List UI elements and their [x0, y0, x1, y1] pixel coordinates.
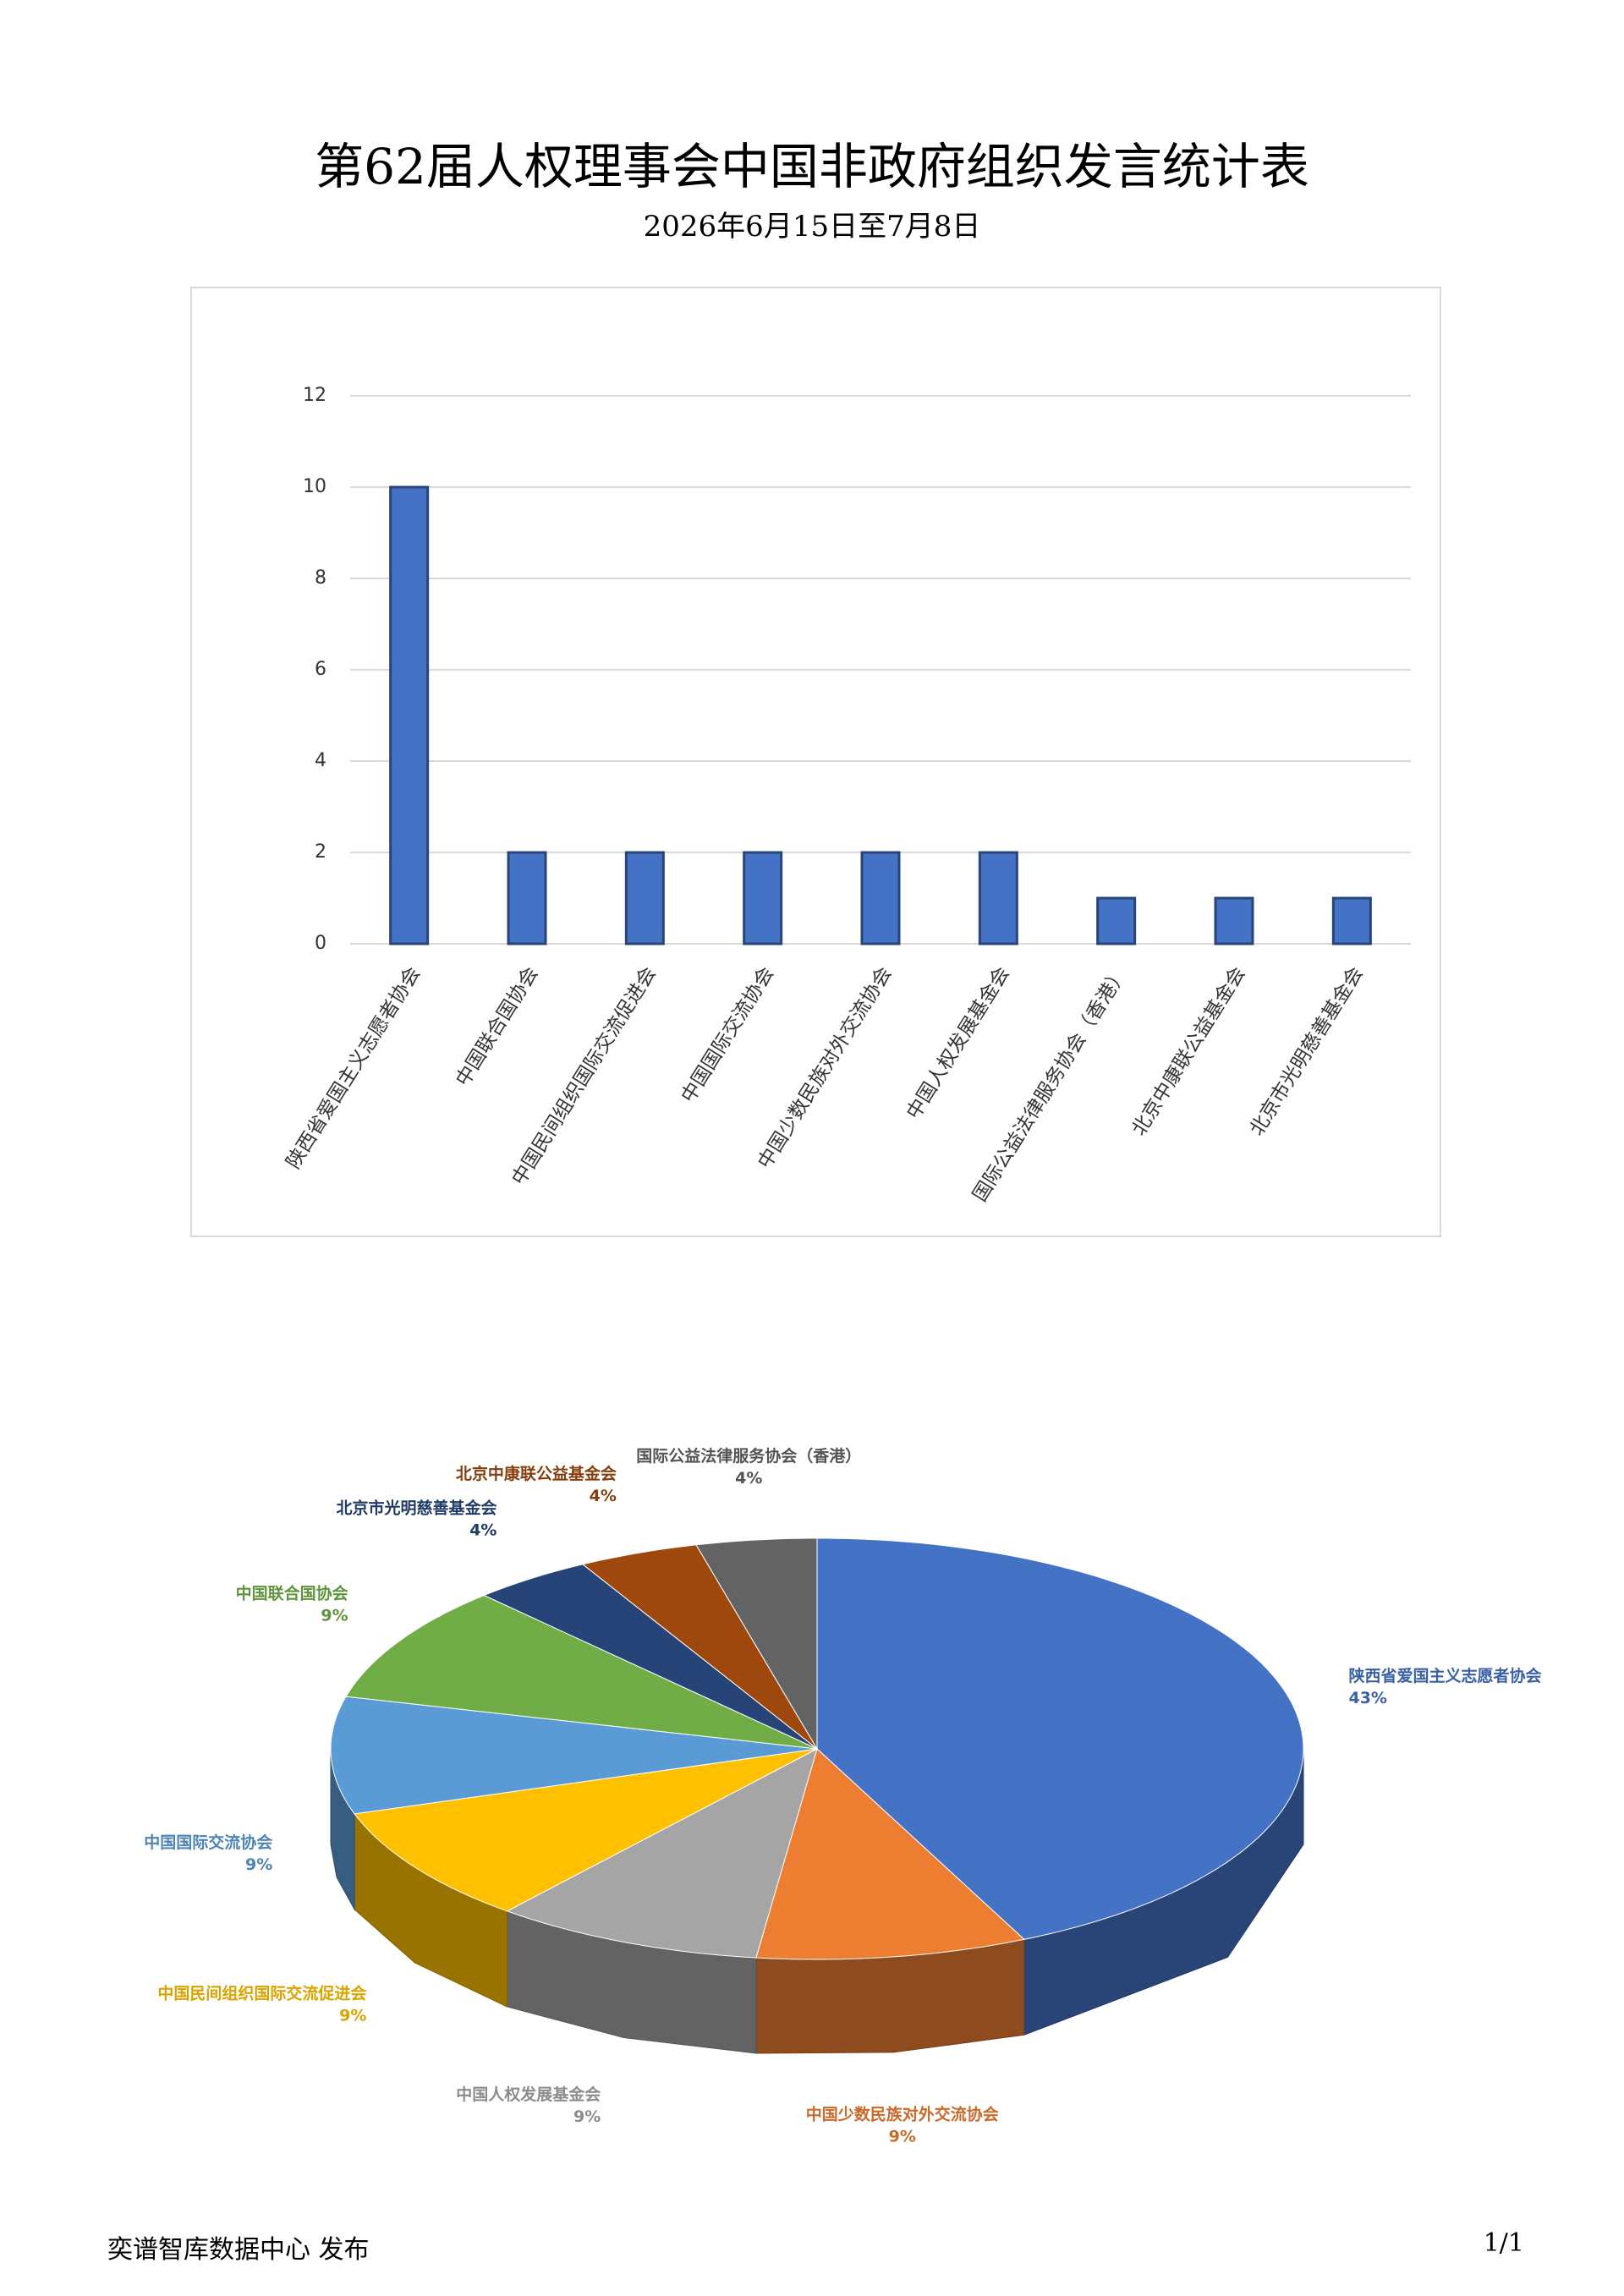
y-tick-label: 12: [303, 385, 326, 406]
pie-label: 中国联合国协会: [236, 1583, 348, 1603]
pie-value-label: 4%: [469, 1521, 497, 1540]
footer-publisher: 奕谱智库数据中心 发布: [107, 2235, 370, 2265]
y-tick-label: 10: [303, 476, 326, 497]
bar: [389, 485, 430, 945]
title: 第62届人权理事会中国非政府组织发言统计表: [315, 138, 1309, 195]
bar: [860, 851, 901, 945]
pie-slice: [755, 1748, 1025, 1960]
pie-slice: [581, 1544, 818, 1750]
pie-slice: [506, 1748, 818, 1959]
pie-value-label: 9%: [321, 1606, 348, 1625]
pie-value-label: 9%: [573, 2107, 601, 2126]
pie-value-label: 4%: [735, 1469, 762, 1488]
pie-slice: [330, 1696, 818, 1815]
bar: [743, 851, 783, 945]
pie-label: 北京中康联公益基金会: [456, 1464, 617, 1483]
pie-value-label: 9%: [339, 2006, 366, 2025]
pie-value-label: 9%: [889, 2128, 916, 2146]
bar: [1096, 896, 1137, 945]
y-tick-label: 2: [315, 841, 326, 863]
pie-slice: [354, 1748, 818, 1912]
pie-label: 中国少数民族对外交流协会: [806, 2105, 999, 2124]
pie-value-label: 4%: [590, 1487, 617, 1505]
y-tick-label: 6: [315, 659, 326, 680]
bar: [978, 851, 1018, 945]
bar: [1331, 896, 1372, 945]
pie-label: 中国国际交流协会: [144, 1833, 272, 1852]
pie-label: 国际公益法律服务协会（香港）: [636, 1446, 861, 1466]
y-tick-label: 4: [315, 750, 326, 771]
bar: [1214, 896, 1254, 945]
subtitle: 2026年6月15日至7月8日: [643, 210, 981, 244]
y-tick-label: 0: [315, 933, 326, 954]
bar: [507, 851, 547, 945]
bar: [624, 851, 665, 945]
footer-page: 1/1: [1483, 2228, 1524, 2258]
pie-value-label: 9%: [245, 1855, 272, 1874]
y-tick-label: 8: [315, 567, 326, 589]
pie-label: 中国人权发展基金会: [456, 2085, 601, 2104]
pie-label: 中国民间组织国际交流促进会: [157, 1983, 366, 2003]
pie-label: 北京市光明慈善基金会: [336, 1499, 497, 1518]
pie-slice: [483, 1564, 818, 1750]
pie-label: 陕西省爱国主义志愿者协会: [1348, 1666, 1541, 1685]
pie-value-label: 43%: [1348, 1689, 1386, 1707]
pie-slice: [345, 1594, 818, 1750]
pie-slice: [816, 1537, 1304, 1940]
pie-slice: [695, 1537, 818, 1751]
